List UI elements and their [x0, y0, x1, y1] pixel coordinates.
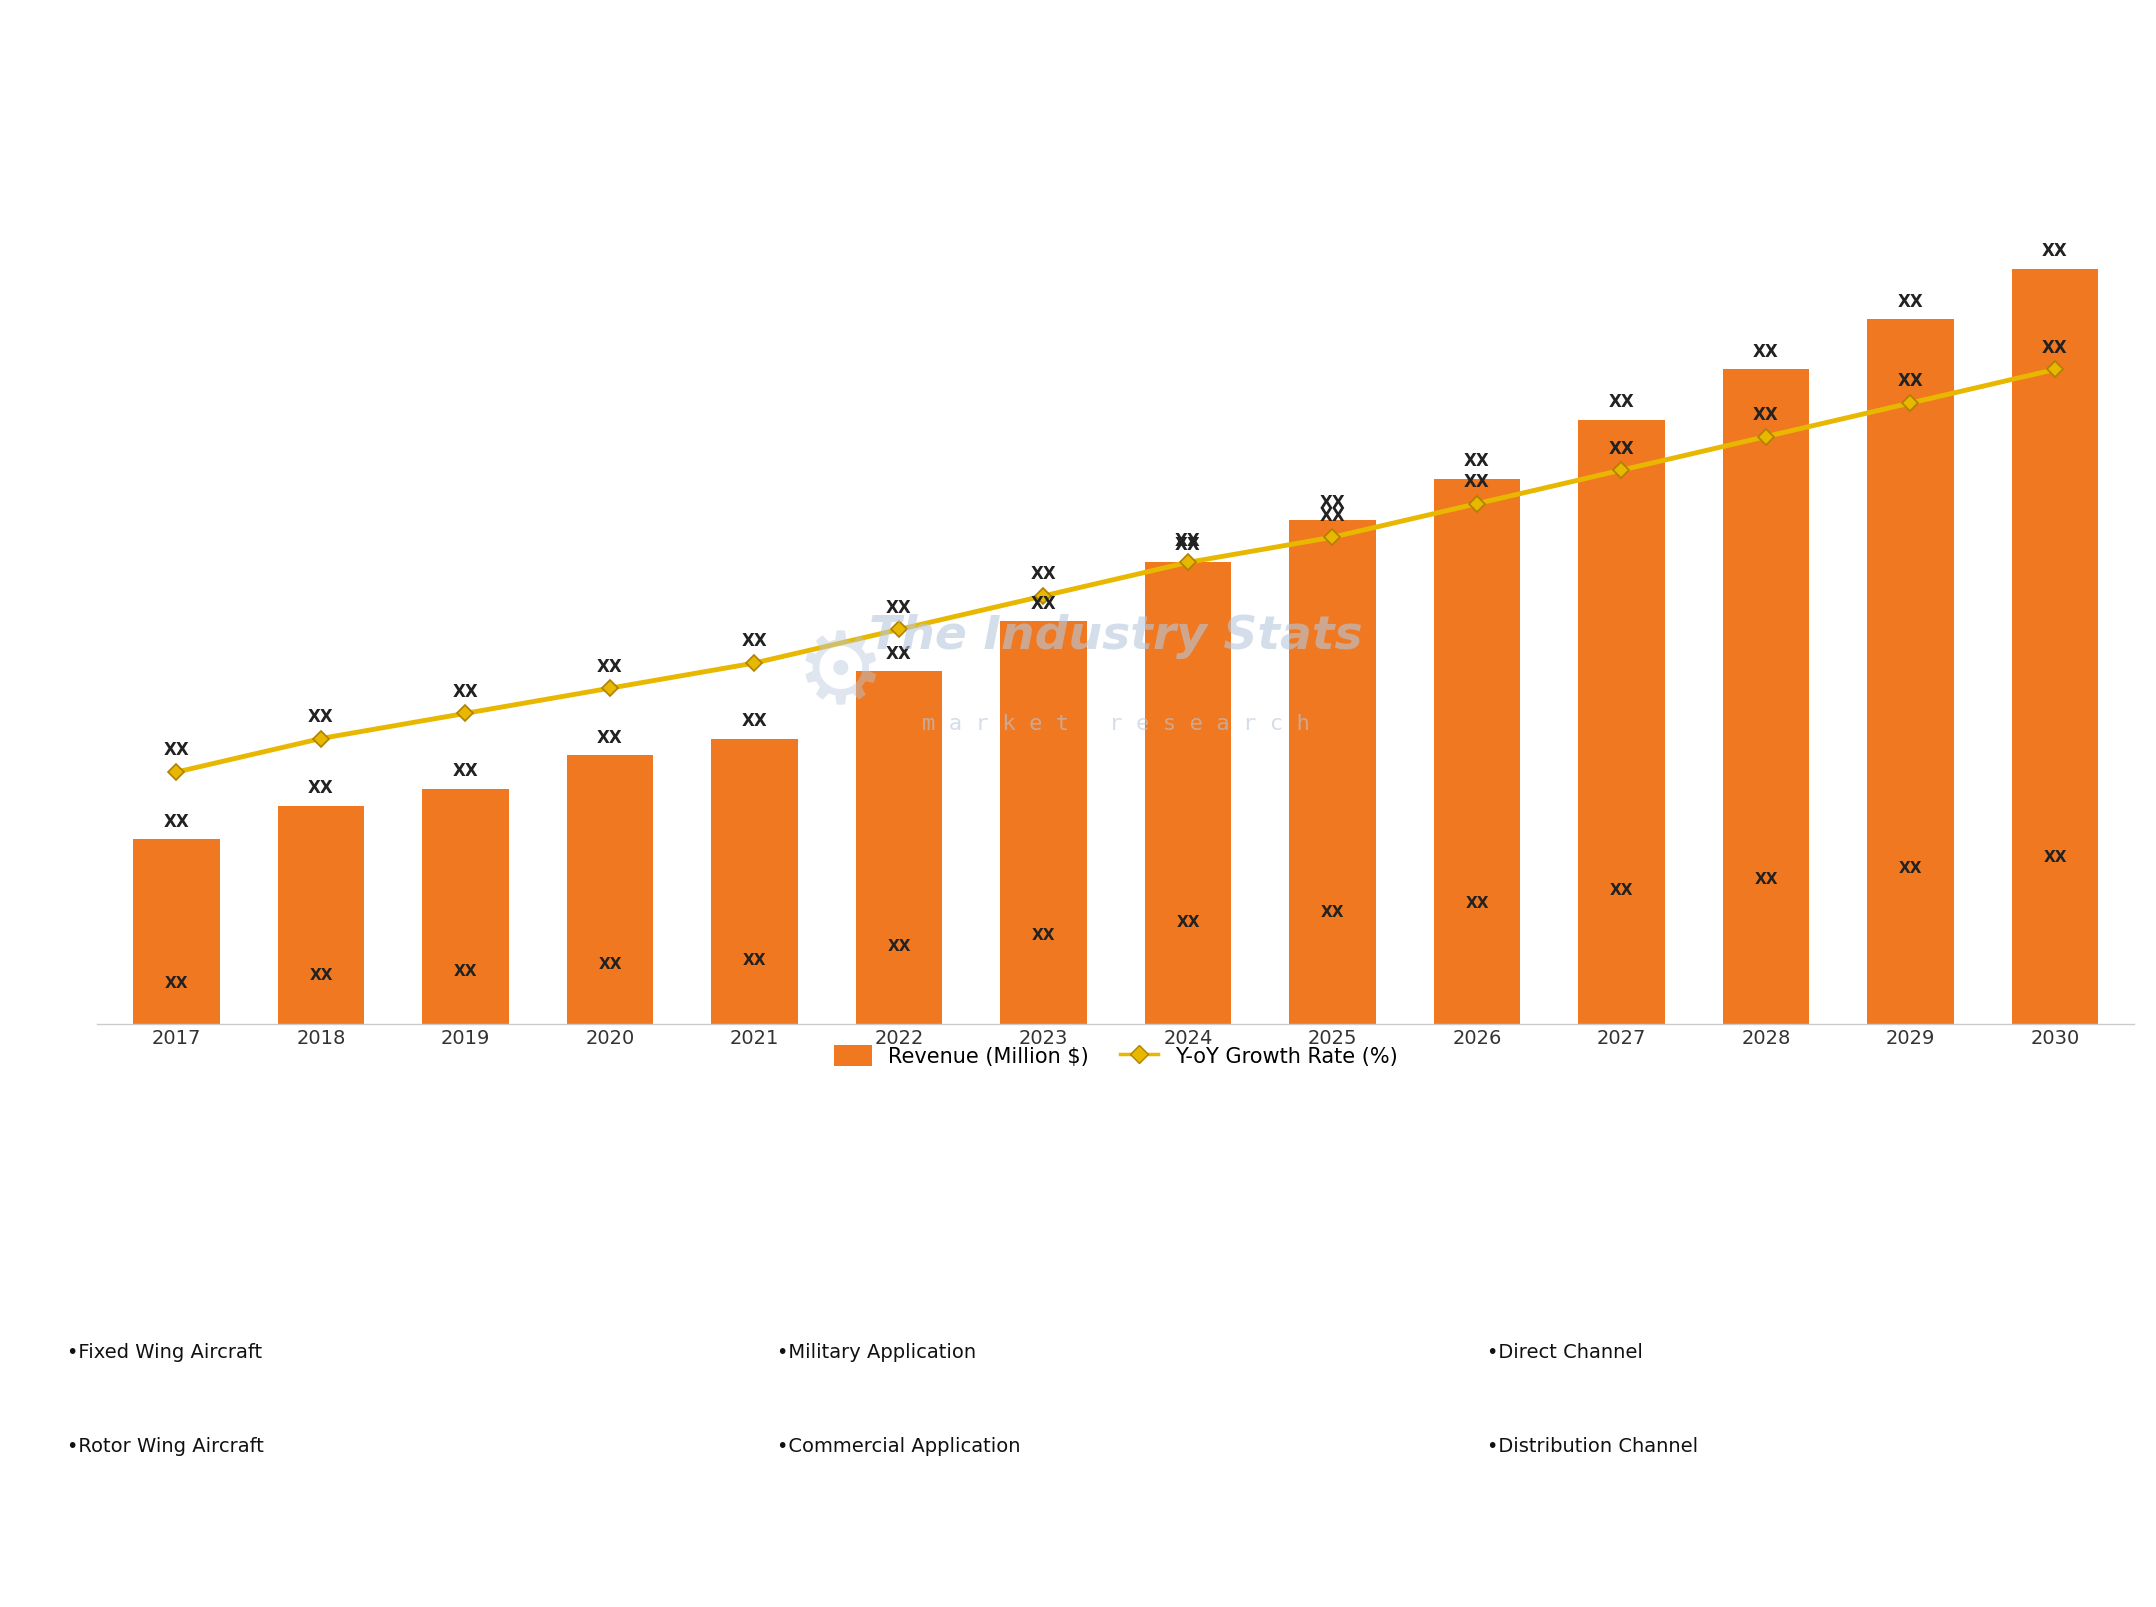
Bar	[423, 789, 509, 1024]
Bar	[1578, 419, 1664, 1024]
Text: XX: XX	[888, 938, 910, 953]
Bar	[711, 739, 798, 1024]
Text: XX: XX	[1177, 914, 1199, 930]
Text: XX: XX	[1031, 595, 1056, 612]
Text: Fig. Global Flight Control System Market Status and Outlook: Fig. Global Flight Control System Market…	[28, 48, 1026, 76]
Text: Email: sales@theindustrystats.com: Email: sales@theindustrystats.com	[914, 1567, 1242, 1586]
Text: XX: XX	[1322, 905, 1343, 921]
Text: ⚙: ⚙	[796, 627, 886, 725]
Text: XX: XX	[742, 953, 765, 969]
Text: XX: XX	[308, 779, 334, 797]
Text: XX: XX	[1175, 537, 1201, 554]
Bar	[1000, 620, 1087, 1024]
Bar	[856, 672, 942, 1024]
Text: XX: XX	[308, 967, 332, 983]
Text: The Industry Stats: The Industry Stats	[869, 614, 1363, 659]
Text: XX: XX	[1175, 532, 1201, 550]
Text: Application: Application	[1011, 1180, 1145, 1204]
Text: •Military Application: •Military Application	[776, 1342, 977, 1361]
Bar	[567, 755, 653, 1024]
Text: Sales Channels: Sales Channels	[1699, 1180, 1878, 1204]
Text: •Rotor Wing Aircraft: •Rotor Wing Aircraft	[67, 1437, 263, 1456]
Text: XX: XX	[1753, 342, 1779, 362]
Text: XX: XX	[597, 958, 621, 972]
Text: XX: XX	[453, 683, 479, 701]
Bar	[1434, 479, 1520, 1024]
Text: XX: XX	[1319, 493, 1345, 513]
Bar	[1867, 320, 1953, 1024]
Text: XX: XX	[742, 633, 768, 651]
Bar	[1289, 521, 1376, 1024]
Text: XX: XX	[1899, 861, 1923, 876]
Text: XX: XX	[1897, 292, 1923, 310]
Text: Source: Theindustrystats Analysis: Source: Theindustrystats Analysis	[22, 1567, 341, 1586]
Text: XX: XX	[2042, 339, 2068, 357]
Text: m a r k e t   r e s e a r c h: m a r k e t r e s e a r c h	[923, 714, 1309, 734]
Text: •Direct Channel: •Direct Channel	[1488, 1342, 1643, 1361]
Text: XX: XX	[1755, 873, 1779, 887]
Text: XX: XX	[742, 712, 768, 730]
Text: XX: XX	[1608, 394, 1634, 411]
Text: XX: XX	[886, 599, 912, 617]
Bar	[2012, 268, 2098, 1024]
Text: XX: XX	[1464, 472, 1490, 492]
Text: XX: XX	[1608, 440, 1634, 458]
Text: XX: XX	[1753, 407, 1779, 424]
Text: Website: www.theindustrystats.com: Website: www.theindustrystats.com	[1794, 1567, 2134, 1586]
Text: XX: XX	[453, 762, 479, 781]
Text: •Commercial Application: •Commercial Application	[776, 1437, 1020, 1456]
Text: Product Types: Product Types	[287, 1180, 451, 1204]
Text: •Distribution Channel: •Distribution Channel	[1488, 1437, 1699, 1456]
Text: XX: XX	[1031, 566, 1056, 583]
Text: XX: XX	[2042, 243, 2068, 260]
Text: XX: XX	[597, 730, 623, 747]
Text: XX: XX	[1464, 452, 1490, 471]
Text: XX: XX	[1897, 373, 1923, 391]
Bar	[278, 805, 364, 1024]
Text: XX: XX	[2044, 850, 2068, 865]
Text: XX: XX	[597, 657, 623, 675]
Text: XX: XX	[1466, 897, 1490, 911]
Bar	[134, 839, 220, 1024]
Text: XX: XX	[164, 813, 190, 831]
Text: XX: XX	[164, 975, 188, 990]
Legend: Revenue (Million $), Y-oY Growth Rate (%): Revenue (Million $), Y-oY Growth Rate (%…	[834, 1045, 1397, 1067]
Text: XX: XX	[308, 709, 334, 726]
Text: XX: XX	[886, 644, 912, 664]
Text: XX: XX	[1319, 506, 1345, 524]
Text: •Fixed Wing Aircraft: •Fixed Wing Aircraft	[67, 1342, 263, 1361]
Text: XX: XX	[164, 741, 190, 760]
Text: XX: XX	[1611, 884, 1634, 898]
Bar	[1723, 370, 1809, 1024]
Bar	[1145, 562, 1231, 1024]
Text: XX: XX	[1033, 927, 1054, 943]
Text: XX: XX	[453, 964, 476, 980]
